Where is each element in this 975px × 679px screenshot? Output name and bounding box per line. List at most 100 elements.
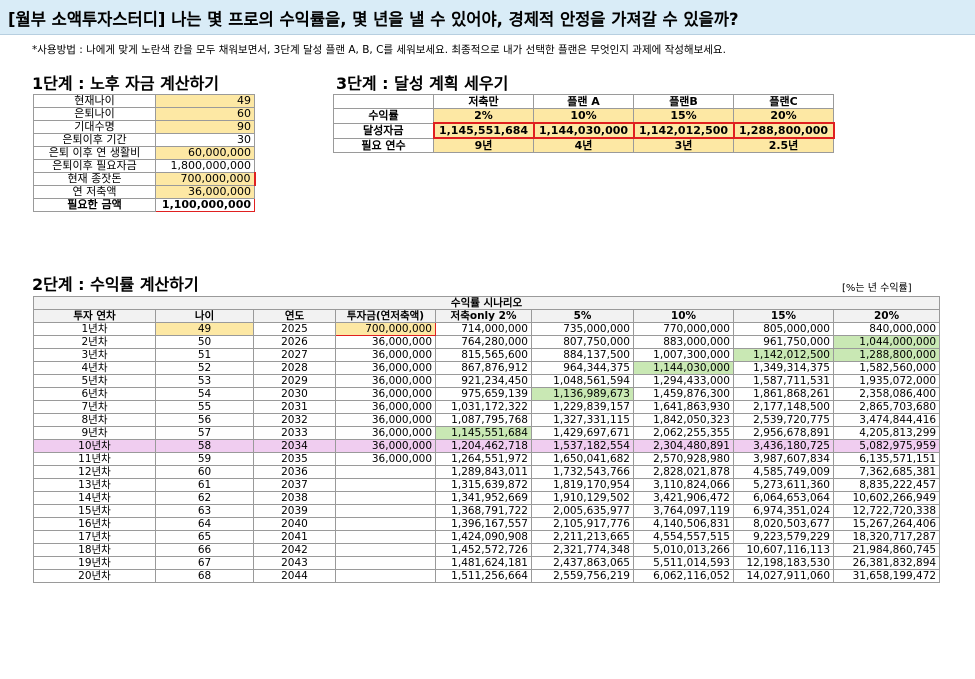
table-cell: 2027: [253, 348, 336, 362]
table-cell: 3,474,844,416: [832, 413, 941, 427]
step3-header-cell: 플랜B: [633, 94, 734, 109]
table-row: 5년차 53 2029 36,000,000 921,234,450 1,048,561,…: [33, 374, 941, 388]
step2-header-cell: 10%: [633, 309, 734, 323]
table-cell: 2,437,863,065: [531, 556, 634, 570]
table-cell: 18,320,717,287: [832, 530, 941, 544]
table-cell: 5년차: [33, 374, 156, 388]
table-cell: 1,429,697,671: [531, 426, 634, 440]
table-row: 2년차 50 2026 36,000,000 764,280,000 807,750,00…: [33, 335, 941, 349]
step3-row: 달성자금 1,145,551,684 1,144,030,000 1,142,012,…: [333, 122, 835, 139]
table-cell: 2,304,480,891: [633, 439, 734, 453]
table-cell: 1,842,050,323: [633, 413, 734, 427]
table-cell: 4,585,749,009: [733, 465, 834, 479]
table-cell: 1,396,167,557: [435, 517, 532, 531]
scenario-row: 수익률 시나리오: [32, 296, 941, 310]
table-cell: 1,511,256,664: [435, 569, 532, 583]
step3-value: 1,144,030,000: [532, 122, 635, 139]
table-cell: 4,205,813,299: [832, 426, 941, 440]
table-cell: 6,062,116,052: [633, 569, 734, 583]
step2-header-cell: 저축only 2%: [435, 309, 532, 323]
table-cell: 840,000,000: [832, 322, 941, 336]
table-cell: 10,607,116,113: [733, 543, 834, 557]
table-cell: 1,142,012,500: [733, 348, 834, 362]
table-cell: 921,234,450: [435, 374, 532, 388]
table-cell: 6년차: [33, 387, 156, 401]
table-row: 10년차 58 2034 36,000,000 1,204,462,718 1,537,1…: [33, 439, 941, 453]
table-cell: 2,062,255,355: [633, 426, 734, 440]
table-cell: 2030: [253, 387, 336, 401]
table-cell: 2,559,756,219: [531, 569, 634, 583]
table-cell: 2042: [253, 543, 336, 557]
step1-row: 연 저축액 36,000,000: [33, 185, 255, 199]
table-cell: 2038: [253, 491, 336, 505]
table-cell: 770,000,000: [633, 322, 734, 336]
table-cell: 4,554,557,515: [633, 530, 734, 544]
title-bar: [월부 소액투자스터디] 나는 몇 프로의 수익률을, 몇 년을 낼 수 있어야…: [0, 0, 975, 35]
table-cell: 53: [155, 374, 254, 388]
table-cell: 975,659,139: [435, 387, 532, 401]
table-cell: 1,582,560,000: [832, 361, 941, 375]
table-cell: 2,956,678,891: [733, 426, 834, 440]
step3-header-row: 저축만 플랜 A 플랜B 플랜C: [333, 94, 834, 109]
table-cell: 815,565,600: [435, 348, 532, 362]
table-cell: 2034: [253, 439, 336, 453]
table-cell: 2040: [253, 517, 336, 531]
table-cell: 883,000,000: [633, 335, 734, 349]
rate-note: [%는 년 수익률]: [842, 283, 912, 294]
table-cell: 1,481,624,181: [435, 556, 532, 570]
step1-row: 은퇴 이후 연 생활비 60,000,000: [33, 146, 255, 160]
step2-header-cell: 5%: [531, 309, 634, 323]
step3-value: 1,288,800,000: [732, 122, 835, 139]
table-cell: 1,452,572,726: [435, 543, 532, 557]
table-cell: 1,650,041,682: [531, 452, 634, 466]
table-cell: 8년차: [33, 413, 156, 427]
table-cell: 36,000,000: [335, 400, 436, 414]
table-cell: 11년차: [33, 452, 156, 466]
step2-table: 수익률 시나리오 투자 연차 나이 연도 투자금(연저축액) 저축only 2% 5% 10%…: [32, 296, 941, 583]
table-cell: 1,537,182,554: [531, 439, 634, 453]
table-cell: 1,935,072,000: [832, 374, 941, 388]
table-cell: 3,436,180,725: [733, 439, 834, 453]
table-cell: 9,223,579,229: [733, 530, 834, 544]
table-cell: 36,000,000: [335, 387, 436, 401]
table-cell: 1,007,300,000: [633, 348, 734, 362]
table-cell: 2039: [253, 504, 336, 518]
step1-value: 60: [155, 107, 255, 121]
step3-value: 2%: [433, 108, 534, 124]
table-cell: 2,321,774,348: [531, 543, 634, 557]
table-cell: 6,064,653,064: [733, 491, 834, 505]
table-cell: 2,005,635,977: [531, 504, 634, 518]
table-cell: 1,732,543,766: [531, 465, 634, 479]
table-cell: 764,280,000: [435, 335, 532, 349]
table-cell: 4년차: [33, 361, 156, 375]
table-cell: 1,315,639,872: [435, 478, 532, 492]
table-cell: 2029: [253, 374, 336, 388]
table-cell: 60: [155, 465, 254, 479]
table-cell: [335, 465, 436, 479]
table-cell: [335, 530, 436, 544]
table-cell: 36,000,000: [335, 348, 436, 362]
table-cell: 2032: [253, 413, 336, 427]
table-row: 3년차 51 2027 36,000,000 815,565,600 884,137,50…: [33, 348, 941, 362]
table-cell: 2,211,213,665: [531, 530, 634, 544]
table-cell: 36,000,000: [335, 361, 436, 375]
step3-value: 20%: [733, 108, 834, 124]
table-cell: 3년차: [33, 348, 156, 362]
table-cell: 1,861,868,261: [733, 387, 834, 401]
step1-label: 은퇴이후 필요자금: [33, 159, 156, 173]
step1-title: 1단계 : 노후 자금 계산하기: [32, 74, 220, 93]
table-cell: 1,145,551,684: [435, 426, 532, 440]
table-row: 20년차 68 2044 1,511,256,664 2,559,756,219 6,06…: [33, 569, 941, 583]
table-cell: 2028: [253, 361, 336, 375]
table-cell: 807,750,000: [531, 335, 634, 349]
step3-value: 15%: [633, 108, 734, 124]
table-cell: 1,641,863,930: [633, 400, 734, 414]
table-cell: 961,750,000: [733, 335, 834, 349]
table-row: 12년차 60 2036 1,289,843,011 1,732,543,766 2,82…: [33, 465, 941, 479]
table-row: 4년차 52 2028 36,000,000 867,876,912 964,344,37…: [33, 361, 941, 375]
step3-label: 필요 연수: [333, 137, 434, 153]
table-cell: 12,722,720,338: [832, 504, 941, 518]
step3-header-cell: 저축만: [433, 94, 534, 109]
table-cell: 20년차: [33, 569, 156, 583]
table-cell: 16년차: [33, 517, 156, 531]
